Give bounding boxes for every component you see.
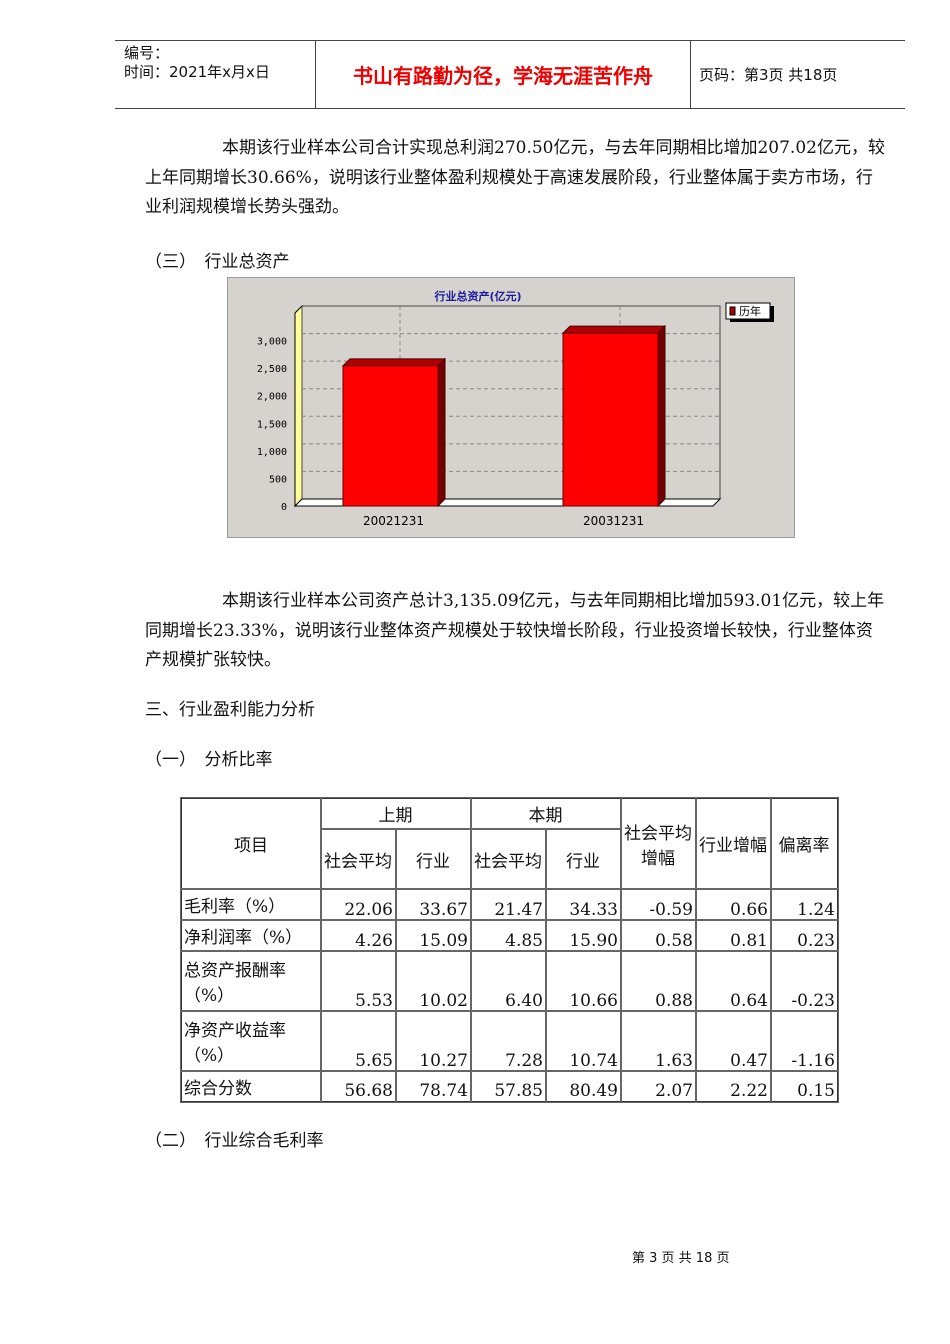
table-cell: 0.47 [694,1010,772,1072]
doc-time: 时间：2021年x月x日 [124,63,270,81]
y-tick-label: 1,000 [257,447,287,458]
table-cell: 1.24 [769,888,839,921]
legend-swatch [729,306,736,316]
table-cell: 5.53 [319,950,397,1012]
col-cur-soc: 社会平均 [469,828,547,890]
table-cell: 56.68 [319,1070,397,1103]
table-cell: 57.85 [469,1070,547,1103]
y-tick-label: 500 [269,474,287,485]
table-cell: 21.47 [469,888,547,921]
table-cell: 80.49 [544,1070,622,1103]
table-cell: -0.23 [769,950,839,1012]
table-cell: 78.74 [394,1070,472,1103]
table-row: 净资产收益率（%） 5.65 10.27 7.28 10.74 1.63 0.47 -1.16 [180,1010,839,1072]
table-cell: 7.28 [469,1010,547,1072]
table-cell: 0.15 [769,1070,839,1103]
y-tick-label: 2,000 [257,392,287,403]
page-number: 页码：第3页 共18页 [699,66,838,84]
page-header: 编号： 时间：2021年x月x日 书山有路勤为径，学海无涯苦作舟 页码：第3页 共… [115,40,905,109]
table-cell: 0.81 [694,919,772,952]
bar-top [341,358,447,367]
heading-total-assets: （三） 行业总资产 [145,252,290,272]
table-cell: 10.74 [544,1010,622,1072]
y-tick-label: 1,500 [257,419,287,430]
page-footer: 第 3 页 共 18 页 [632,1251,730,1266]
bar-top [561,325,667,334]
y-tick-label: 2,500 [257,364,287,375]
table-cell: 0.88 [619,950,697,1012]
motto: 书山有路勤为径，学海无涯苦作舟 [315,41,691,108]
col-deviation: 偏离率 [769,797,839,890]
row-label: 净利润率（%） [180,919,322,952]
table-row: 净利润率（%） 4.26 15.09 4.85 15.90 0.58 0.81 0.23 [180,919,839,952]
col-item: 项目 [180,797,322,890]
chart-side-wall [294,304,303,508]
heading-profitability: 三、行业盈利能力分析 [145,700,315,720]
table-cell: 0.64 [694,950,772,1012]
table-cell: 15.90 [544,919,622,952]
chart-title: 行业总资产(亿元) [433,289,521,303]
table-cell: 2.22 [694,1070,772,1103]
paragraph-profit: 本期该行业样本公司合计实现总利润270.50亿元，与去年同期相比增加207.02… [145,138,885,217]
col-cur: 本期 [469,797,622,830]
table-row: 综合分数 56.68 78.74 57.85 80.49 2.07 2.22 0.15 [180,1070,839,1103]
doc-number: 编号： [124,44,170,62]
table-cell: 0.58 [619,919,697,952]
chart-svg: 0 500 1,000 1,500 2,000 2,500 3,000 行业总资产(亿元) 20… [257,289,774,528]
table-cell: -0.59 [619,888,697,921]
table-cell: 1.63 [619,1010,697,1072]
table-cell: 15.09 [394,919,472,952]
y-tick-label: 0 [281,502,287,513]
table-cell: 5.65 [319,1010,397,1072]
bar [562,332,659,507]
y-tick-label: 3,000 [257,337,287,348]
table-cell: 0.23 [769,919,839,952]
row-label: 总资产报酬率（%） [180,950,322,1012]
x-tick-label: 20021231 [363,514,424,528]
row-label: 综合分数 [180,1070,322,1103]
table-cell: 10.66 [544,950,622,1012]
table-row: 总资产报酬率（%） 5.53 10.02 6.40 10.66 0.88 0.64 -0.23 [180,950,839,1012]
col-cur-ind: 行业 [544,828,622,890]
table-cell: 4.26 [319,919,397,952]
total-assets-chart: 0 500 1,000 1,500 2,000 2,500 3,000 行业总资产(亿元) 20… [227,277,795,538]
bar [342,365,439,507]
table-cell: 10.02 [394,950,472,1012]
table-cell: 22.06 [319,888,397,921]
heading-gross-margin: （二） 行业综合毛利率 [145,1131,324,1151]
legend-box [725,302,771,320]
table-cell: -1.16 [769,1010,839,1072]
heading-ratios: （一） 分析比率 [145,750,273,770]
table-row: 毛利率（%） 22.06 33.67 21.47 34.33 -0.59 0.66 1.24 [180,888,839,921]
table-cell: 10.27 [394,1010,472,1072]
legend-label: 历年 [739,304,761,318]
row-label: 毛利率（%） [180,888,322,921]
table-cell: 33.67 [394,888,472,921]
row-label: 净资产收益率（%） [180,1010,322,1072]
paragraph-assets: 本期该行业样本公司资产总计3,135.09亿元，与去年同期相比增加593.01亿… [145,591,885,670]
x-tick-label: 20031231 [583,514,644,528]
table-cell: 6.40 [469,950,547,1012]
col-prev-ind: 行业 [394,828,472,890]
table-cell: 2.07 [619,1070,697,1103]
table-cell: 4.85 [469,919,547,952]
col-prev-soc: 社会平均 [319,828,397,890]
col-soc-growth: 社会平均增幅 [619,797,697,890]
table-cell: 34.33 [544,888,622,921]
table-cell: 0.66 [694,888,772,921]
bar-side [437,357,446,508]
col-prev: 上期 [319,797,472,830]
col-ind-growth: 行业增幅 [694,797,772,890]
ratio-table: 项目 上期 本期 社会平均增幅 行业增幅 偏离率 社会平均 行业 社会平均 行业 毛利率（%） 2… [180,797,839,1103]
bar-side [657,324,666,508]
